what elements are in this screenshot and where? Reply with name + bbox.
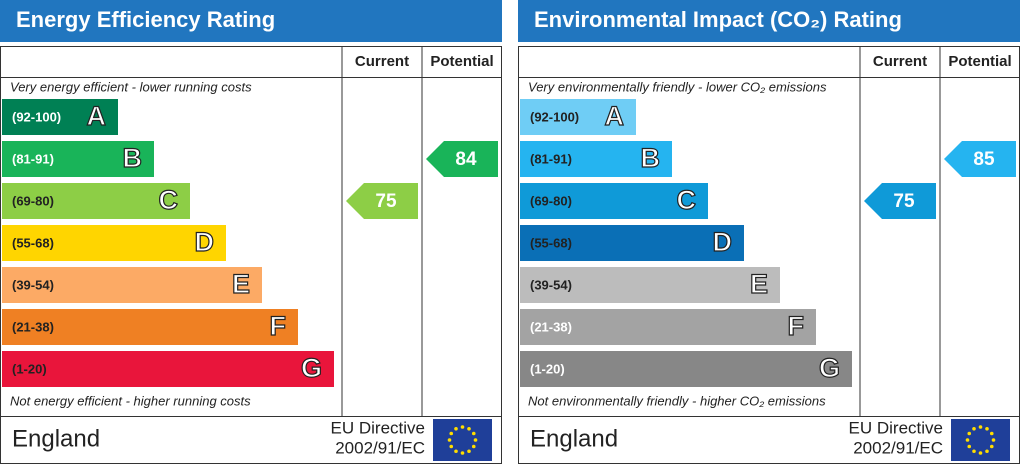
eu-star	[447, 438, 452, 442]
epc-panel: Energy Efficiency Rating Current Potential…	[0, 0, 502, 464]
eu-star	[985, 449, 989, 454]
band-range: (92-100)	[530, 109, 579, 124]
band-letter: C	[159, 185, 179, 215]
rating-arrow	[864, 183, 936, 219]
band-range: (69-80)	[530, 193, 572, 208]
eu-star	[471, 431, 476, 436]
directive: 2002/91/EC	[853, 438, 943, 457]
band-range: (39-54)	[12, 277, 54, 292]
band-bar	[2, 99, 118, 135]
band-range: (39-54)	[530, 277, 572, 292]
band-range: (69-80)	[12, 193, 54, 208]
country: England	[12, 425, 100, 452]
title-bar	[518, 0, 1020, 42]
band-bar	[520, 351, 852, 387]
eu-star	[467, 449, 471, 454]
band-range: (1-20)	[530, 361, 565, 376]
eu-star	[467, 426, 471, 431]
directive: EU Directive	[331, 418, 425, 437]
eu-star	[449, 444, 454, 449]
rating-value: 75	[375, 191, 397, 212]
band-letter: D	[195, 227, 215, 257]
band-bar	[520, 99, 636, 135]
band-letter: E	[750, 269, 768, 299]
band-bar	[2, 183, 190, 219]
rating-arrow	[426, 141, 498, 177]
directive: EU Directive	[849, 418, 943, 437]
column-header: Potential	[948, 53, 1011, 70]
eu-star	[460, 451, 465, 455]
band-letter: E	[232, 269, 250, 299]
top-note: Very energy efficient - lower running co…	[10, 79, 252, 94]
band-range: (1-20)	[12, 361, 47, 376]
epc-panel: Environmental Impact (CO₂) Rating Current…	[518, 0, 1020, 464]
eu-star	[985, 426, 989, 431]
panel-title: Environmental Impact (CO₂) Rating	[534, 7, 902, 32]
band-bar	[2, 309, 298, 345]
column-header: Current	[873, 53, 927, 70]
rating-arrow	[944, 141, 1016, 177]
panel-title: Energy Efficiency Rating	[16, 7, 275, 32]
column-header: Current	[355, 53, 409, 70]
eu-star	[967, 431, 972, 436]
eu-star	[454, 426, 458, 431]
band-letter: A	[87, 101, 107, 131]
band-bar	[2, 351, 334, 387]
top-note: Very environmentally friendly - lower CO…	[528, 79, 827, 94]
band-letter: F	[270, 311, 287, 341]
band-letter: G	[301, 353, 322, 383]
rating-arrow	[346, 183, 418, 219]
band-range: (81-91)	[530, 151, 572, 166]
eu-star	[460, 425, 465, 429]
band-letter: D	[713, 227, 733, 257]
eu-star	[449, 431, 454, 436]
band-letter: F	[788, 311, 805, 341]
band-bar	[520, 309, 816, 345]
rating-value: 85	[973, 149, 995, 170]
band-bar	[520, 225, 744, 261]
eu-star	[978, 451, 983, 455]
band-bar	[520, 141, 672, 177]
eu-star	[967, 444, 972, 449]
eu-star	[454, 449, 458, 454]
band-bar	[520, 267, 780, 303]
eu-star	[972, 449, 976, 454]
rating-value: 75	[893, 191, 915, 212]
band-range: (81-91)	[12, 151, 54, 166]
eu-star	[972, 426, 976, 431]
rating-value: 84	[455, 149, 477, 170]
eu-star	[978, 425, 983, 429]
band-letter: B	[123, 143, 143, 173]
band-letter: G	[819, 353, 840, 383]
band-range: (92-100)	[12, 109, 61, 124]
band-range: (55-68)	[530, 235, 572, 250]
eu-star	[989, 431, 994, 436]
band-bar	[2, 225, 226, 261]
eu-star	[965, 438, 970, 442]
band-letter: A	[605, 101, 625, 131]
eu-star	[473, 438, 478, 442]
directive: 2002/91/EC	[335, 438, 425, 457]
bottom-note: Not environmentally friendly - higher CO…	[528, 393, 826, 408]
band-letter: C	[677, 185, 697, 215]
title-bar	[0, 0, 502, 42]
eu-star	[989, 444, 994, 449]
band-bar	[2, 141, 154, 177]
band-range: (21-38)	[530, 319, 572, 334]
bottom-note: Not energy efficient - higher running co…	[10, 393, 251, 408]
country: England	[530, 425, 618, 452]
band-bar	[2, 267, 262, 303]
band-range: (55-68)	[12, 235, 54, 250]
band-letter: B	[641, 143, 661, 173]
column-header: Potential	[430, 53, 493, 70]
eu-star	[471, 444, 476, 449]
band-range: (21-38)	[12, 319, 54, 334]
band-bar	[520, 183, 708, 219]
eu-star	[991, 438, 996, 442]
